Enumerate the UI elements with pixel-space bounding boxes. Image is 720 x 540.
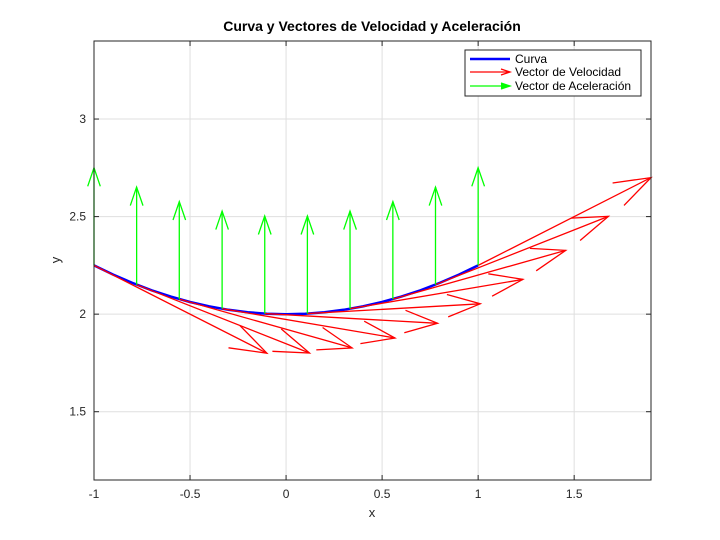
chart-title: Curva y Vectores de Velocidad y Acelerac… — [223, 18, 521, 34]
velocity-arrow-head — [571, 215, 611, 241]
legend-entry-aceleracion: Vector de Aceleración — [515, 79, 631, 93]
y-tick-label: 2 — [79, 307, 86, 321]
acceleration-arrow-head — [300, 213, 315, 235]
axis-ticks: -1 -0.5 0 0.5 1 1.5 1.5 2 2.5 3 — [69, 41, 651, 501]
velocity-arrow — [264, 309, 440, 334]
legend-entry-curva: Curva — [515, 52, 547, 66]
velocity-arrow-head — [404, 309, 440, 334]
velocity-arrow-head — [316, 326, 355, 351]
y-tick-label: 3 — [79, 112, 86, 126]
velocity-arrow-shaft — [179, 298, 353, 349]
velocity-arrow — [349, 273, 525, 310]
x-tick-label: -1 — [89, 487, 100, 501]
velocity-arrow-shaft — [307, 303, 481, 315]
x-tick-label: 0 — [283, 487, 290, 501]
velocity-arrow-shaft — [222, 308, 396, 339]
acceleration-arrow — [471, 165, 486, 266]
x-tick-label: 1.5 — [566, 487, 583, 501]
axes-background — [94, 41, 651, 480]
velocity-arrow-shaft — [349, 278, 523, 310]
grid-lines — [93, 41, 651, 480]
acceleration-arrow-head — [257, 213, 272, 235]
velocity-arrow-shaft — [435, 215, 609, 286]
acceleration-arrow-head — [343, 209, 358, 230]
legend: Curva Vector de Velocidad Vector de Acel… — [464, 49, 642, 97]
velocity-arrow-shaft — [477, 176, 652, 266]
acceleration-arrow-head — [172, 199, 187, 221]
velocity-arrow — [307, 293, 483, 318]
legend-entry-velocidad: Vector de Velocidad — [515, 65, 621, 79]
acceleration-arrow — [257, 213, 272, 314]
velocity-arrow — [392, 247, 568, 300]
velocity-arrow — [435, 215, 611, 286]
legend-box — [464, 49, 642, 97]
x-tick-label: 0.5 — [374, 487, 391, 501]
y-tick-label: 2.5 — [69, 210, 86, 224]
y-axis-label: y — [48, 256, 63, 263]
acceleration-arrow-head — [428, 185, 443, 206]
velocity-arrow — [179, 298, 355, 351]
velocity-arrow-head — [228, 324, 269, 355]
acceleration-arrow — [300, 213, 315, 314]
x-axis-label: x — [369, 505, 376, 520]
acceleration-arrow — [129, 185, 144, 285]
velocity-vectors — [93, 176, 653, 355]
acceleration-vectors — [87, 165, 486, 314]
acceleration-arrow-head — [129, 185, 144, 206]
acceleration-arrow — [428, 185, 443, 285]
velocity-arrow-head — [272, 328, 312, 354]
velocity-arrow-head — [360, 320, 397, 345]
plot-area: -1 -0.5 0 0.5 1 1.5 1.5 2 2.5 3 — [69, 40, 653, 501]
axes-box — [93, 40, 652, 481]
acceleration-arrow — [343, 209, 358, 309]
velocity-arrow-shaft — [392, 249, 566, 300]
velocity-arrow-head — [529, 247, 568, 272]
acceleration-arrow-head — [385, 199, 400, 221]
velocity-arrow-shaft — [93, 264, 268, 354]
acceleration-arrow — [172, 199, 187, 300]
velocity-arrow — [136, 284, 312, 354]
velocity-arrow-head — [446, 293, 483, 318]
acceleration-arrow-head — [471, 165, 486, 187]
x-tick-label: -0.5 — [180, 487, 201, 501]
velocity-arrow-shaft — [136, 284, 310, 354]
y-tick-label: 1.5 — [69, 405, 86, 419]
legend-acceleration-swatch — [470, 82, 513, 90]
x-tick-label: 1 — [475, 487, 482, 501]
acceleration-arrow — [385, 199, 400, 300]
acceleration-arrow — [215, 209, 230, 309]
velocity-arrow — [93, 264, 269, 355]
legend-velocity-swatch — [470, 68, 513, 76]
acceleration-arrow-head — [215, 209, 230, 230]
velocity-arrow — [222, 308, 397, 345]
velocity-arrow-shaft — [264, 312, 438, 324]
velocity-arrow-head — [488, 273, 525, 297]
